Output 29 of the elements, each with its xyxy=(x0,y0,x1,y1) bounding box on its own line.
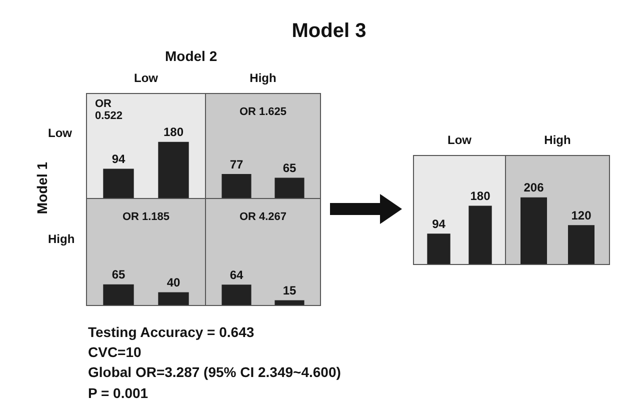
text: OR 4.267 xyxy=(238,211,288,223)
text: CVC=10 xyxy=(88,344,142,360)
y-axis-title: High xyxy=(48,232,75,246)
text: Global OR=3.287 (95% CI 2.349~4.600) xyxy=(88,364,341,380)
data-label: 94 xyxy=(112,152,126,166)
data-label: 120 xyxy=(571,208,592,222)
data-label: 65 xyxy=(282,161,296,176)
data-label: 15 xyxy=(282,284,296,298)
data-label: 94 xyxy=(432,216,446,231)
text: Testing Accuracy = 0.643 xyxy=(88,324,254,340)
data-label: 180 xyxy=(163,125,184,140)
data-label: 206 xyxy=(524,180,544,195)
text: OR 0.522 xyxy=(95,98,124,122)
data-label: 180 xyxy=(470,189,491,204)
chart-title: Low xyxy=(446,133,472,147)
chart-title: Low xyxy=(133,71,159,85)
text: OR 1.185 xyxy=(121,211,171,223)
chart-title: High xyxy=(248,71,278,85)
chart-title: High xyxy=(543,133,572,147)
text: Model 3 xyxy=(290,20,368,43)
text: P = 0.001 xyxy=(88,385,148,401)
y-axis-title: Low xyxy=(48,126,72,140)
data-label: 64 xyxy=(230,268,244,282)
data-label: 65 xyxy=(112,268,126,282)
data-label: 77 xyxy=(230,157,244,172)
text: Model 2 xyxy=(165,48,218,64)
text: Model 1 xyxy=(34,162,50,214)
data-label: 40 xyxy=(166,276,180,290)
text: OR 1.625 xyxy=(238,106,288,118)
